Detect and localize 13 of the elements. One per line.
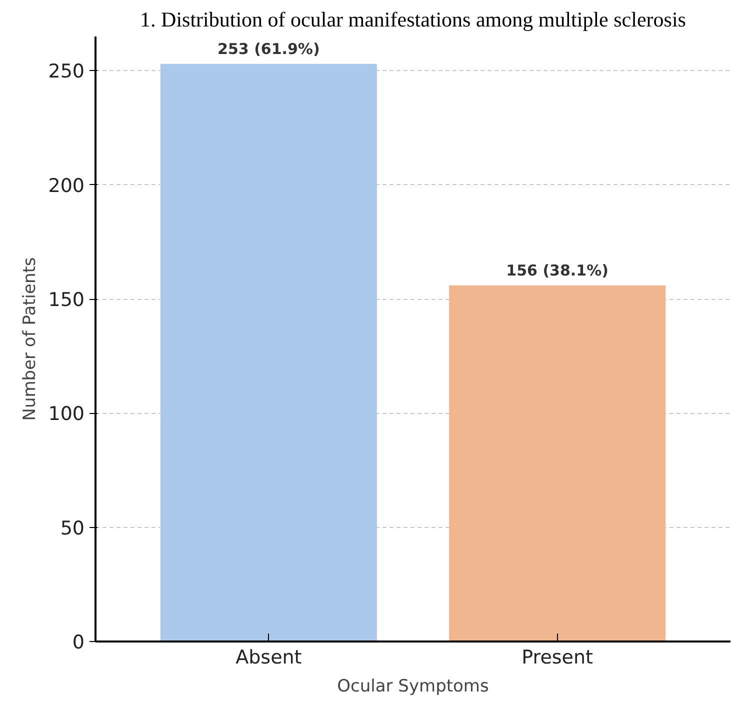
y-tick-label: 50 bbox=[60, 517, 85, 540]
data-label: 253 (61.9%) bbox=[218, 40, 320, 58]
y-tick-label: 0 bbox=[72, 632, 85, 654]
y-tick-label: 150 bbox=[48, 289, 84, 312]
chart-title: 1. Distribution of ocular manifestations among multiple sclerosis bbox=[140, 8, 686, 32]
y-axis-title: Number of Patients bbox=[20, 257, 40, 421]
y-tick-label: 200 bbox=[48, 174, 84, 197]
x-tick-label: Absent bbox=[236, 646, 302, 668]
data-label: 156 (38.1%) bbox=[506, 261, 608, 280]
y-tick-label: 250 bbox=[48, 60, 84, 83]
y-tick-label: 100 bbox=[48, 403, 84, 426]
x-axis-title: Ocular Symptoms bbox=[337, 676, 490, 696]
x-tick-label: Present bbox=[522, 646, 593, 668]
